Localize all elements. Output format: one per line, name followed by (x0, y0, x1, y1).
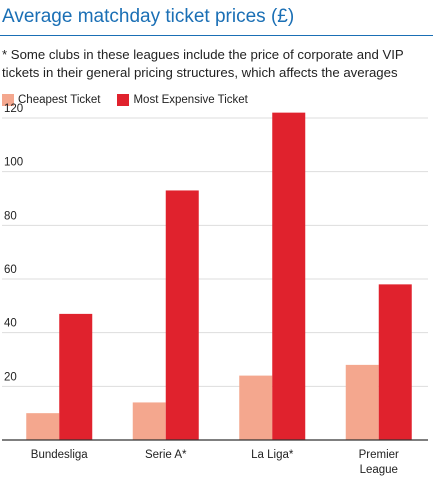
bar-most-expensive-1 (165, 190, 199, 440)
chart-title: Average matchday ticket prices (£) (2, 6, 295, 27)
legend-label-most-expensive: Most Expensive Ticket (133, 94, 248, 106)
legend-swatch-most-expensive (117, 94, 130, 106)
y-tick-label-100: 100 (4, 157, 23, 169)
chart-subtitle: * Some clubs in these leagues include th… (2, 47, 404, 80)
title-rule (0, 35, 433, 36)
bar-cheapest-1 (132, 402, 166, 440)
bar-most-expensive-3 (378, 284, 412, 440)
x-tick-label-1: Serie A* (145, 449, 187, 461)
bar-cheapest-3 (345, 364, 379, 440)
y-tick-label-120: 120 (4, 103, 23, 115)
x-tick-label-3: Premier League (359, 449, 399, 476)
legend-label-cheapest: Cheapest Ticket (18, 94, 101, 106)
y-tick-label-40: 40 (4, 318, 17, 330)
bar-most-expensive-0 (59, 313, 93, 440)
bar-most-expensive-2 (272, 112, 306, 440)
bar-cheapest-0 (26, 413, 60, 440)
x-tick-label-2: La Liga* (251, 449, 294, 461)
legend-item-cheapest: Cheapest Ticket (2, 94, 100, 106)
bar-cheapest-2 (239, 375, 273, 440)
y-tick-label-80: 80 (4, 210, 17, 222)
legend-swatch-cheapest (2, 94, 14, 106)
y-tick-label-20: 20 (4, 371, 17, 383)
legend-item-most-expensive: Most Expensive Ticket (117, 94, 248, 106)
x-tick-label-0: Bundesliga (31, 449, 89, 461)
legend: Cheapest Ticket Most Expensive Ticket (2, 94, 265, 106)
y-tick-label-60: 60 (4, 264, 17, 276)
